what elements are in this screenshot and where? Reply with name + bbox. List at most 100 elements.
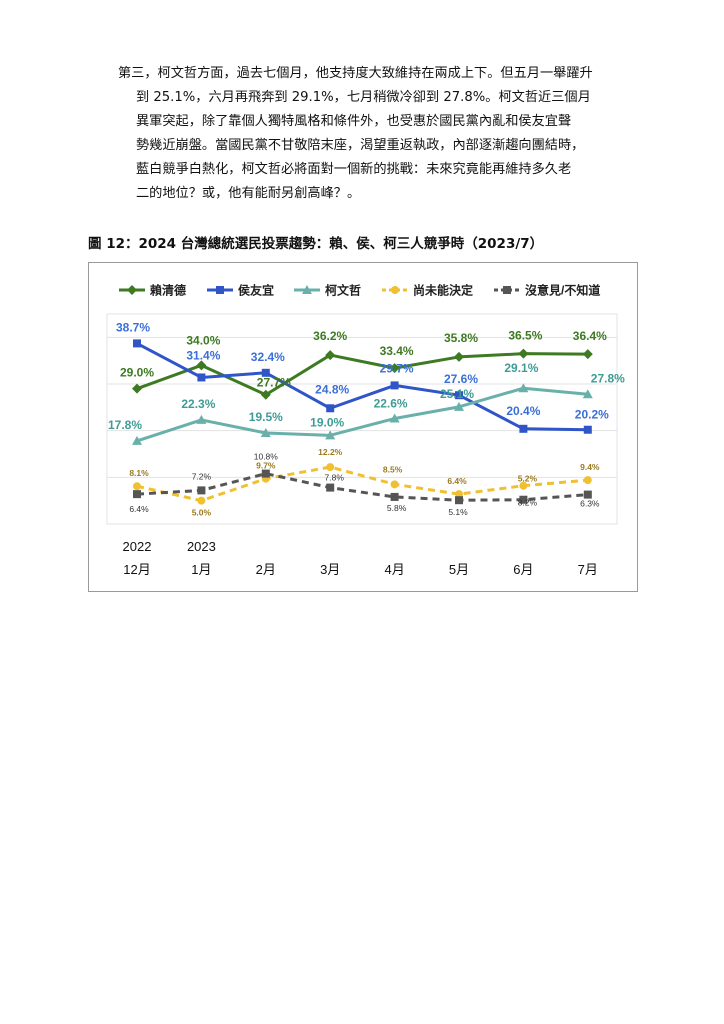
x-tick-label: 2月 [256,562,276,577]
data-label: 6.4% [129,504,149,514]
data-label: 22.6% [374,397,408,411]
data-point [519,495,528,504]
data-label: 8.2% [518,498,538,508]
data-point [582,349,593,360]
data-point [519,481,528,490]
x-tick-label: 7月 [578,562,598,577]
data-label: 36.5% [508,329,542,343]
data-point [261,469,270,478]
data-point [583,425,592,434]
line-chart: 賴清德 侯友宜 柯文哲 尚未能決定 沒意見/不知道 29.0% 34.0% 27.7% 36.… [106,283,625,577]
data-point [454,351,464,362]
data-label: 5.0% [192,508,212,518]
series-line [136,465,588,503]
data-label: 6.4% [447,476,467,486]
data-label: 9.7% [256,461,276,471]
data-label: 25.1% [440,387,474,401]
chart-frame: 賴清德 侯友宜 柯文哲 尚未能決定 沒意見/不知道 29.0% 34.0% 27.7% 36.… [88,262,638,592]
data-point [455,496,463,505]
data-point [390,480,399,489]
data-point [326,404,335,413]
legend-label: 柯文哲 [325,283,361,298]
data-point [519,424,528,433]
data-point [197,373,206,382]
data-point [455,490,463,499]
x-year-label: 2022 [123,539,152,554]
data-label: 12.2% [318,447,343,457]
data-label: 22.3% [181,397,215,411]
data-label: 34.0% [186,333,220,347]
gridlines [107,336,617,478]
data-point [325,430,336,440]
data-point [325,350,336,361]
data-point [390,492,399,501]
data-label: 27.8% [591,371,625,385]
data-label: 38.7% [116,320,150,334]
chart-legend: 賴清德 侯友宜 柯文哲 尚未能決定 沒意見/不知道 [119,283,600,298]
data-point [390,381,399,390]
data-point [196,414,207,424]
data-label: 36.4% [573,329,607,343]
data-label: 17.8% [108,418,142,432]
data-label: 8.1% [129,468,149,478]
data-label: 27.6% [444,372,478,386]
data-point [583,476,592,485]
data-label: 8.5% [383,464,403,474]
data-point [260,428,271,437]
series-group [132,339,593,505]
data-label: 6.3% [580,499,600,509]
figure-caption: 圖 12：2024 台灣總統選民投票趨勢：賴、侯、柯三人競爭時（2023/7） [88,236,544,252]
plot-area [106,313,618,525]
data-label: 36.2% [313,329,347,343]
legend-label: 沒意見/不知道 [525,283,600,298]
data-label: 5.2% [518,474,538,484]
paragraph-line: 二的地位？或，他有能耐另創高峰？。 [136,186,361,201]
data-point [455,391,463,400]
legend-marker [302,285,312,294]
data-label: 5.1% [448,507,468,517]
data-label: 35.8% [444,331,478,345]
data-label: 31.4% [186,348,220,362]
data-label: 19.5% [249,410,283,424]
data-point [197,496,206,505]
data-point [132,435,142,445]
data-point [197,486,206,495]
legend-label: 賴清德 [150,283,186,298]
legend-marker [503,286,511,294]
legend-label: 侯友宜 [238,283,274,298]
data-label: 29.1% [504,361,538,375]
x-tick-label: 5月 [449,562,469,577]
data-point [518,348,529,359]
data-point [260,389,271,400]
data-label: 29.7% [380,361,414,375]
legend-marker [127,285,137,295]
paragraph-line: 異軍突起，除了靠個人獨特風格和條件外，也受惠於國民黨內亂和侯友宜聲 [136,114,572,129]
data-label: 29.0% [120,366,154,380]
legend-label: 尚未能決定 [413,283,473,298]
data-label: 7.8% [325,473,345,483]
data-point [583,490,592,499]
data-label: 19.0% [310,415,344,429]
data-label: 27.7% [257,376,291,390]
data-point [326,483,335,492]
x-tick-label: 12月 [123,562,150,577]
data-label: 5.8% [387,503,407,513]
x-tick-label: 3月 [320,562,340,577]
data-label: 9.4% [580,462,600,472]
paragraph-line: 第三，柯文哲方面，過去七個月，他支持度大致維持在兩成上下。但五月一舉躍升 [118,66,593,81]
data-labels: 29.0% 34.0% 27.7% 36.2% 33.4% 35.8% 36.5% 36.4%… [108,320,625,517]
data-point [196,360,207,371]
data-point [518,383,529,393]
data-point [389,363,400,374]
paragraph-line: 藍白競爭白熱化，柯文哲必將面對一個新的挑戰：未來究竟能再維持多久老 [136,162,572,177]
series-line [136,352,588,397]
data-label: 10.8% [254,452,279,462]
data-point [582,389,593,399]
legend-marker [216,286,224,294]
paragraph-line: 勢幾近崩盤。當國民黨不甘敬陪末座，渴望重返執政，內部逐漸趨向團結時， [136,138,585,153]
data-point [389,413,400,423]
data-point [133,339,141,348]
data-point [133,482,141,491]
data-label: 24.8% [315,382,349,396]
x-tick-label: 4月 [384,562,404,577]
